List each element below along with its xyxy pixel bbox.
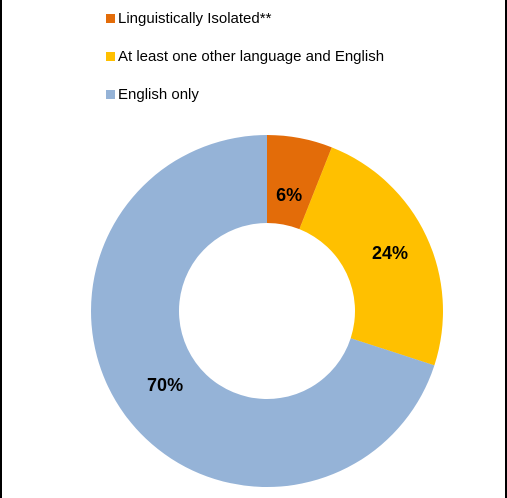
donut-slice-other-language-and-english xyxy=(299,147,443,366)
donut-labels: 6% 24% 70% xyxy=(147,185,408,395)
legend-label-english-only: English only xyxy=(118,86,199,103)
legend-item-other-language-and-english: At least one other language and English xyxy=(106,47,384,66)
legend-item-english-only: English only xyxy=(106,85,384,104)
donut-slice-linguistically-isolated xyxy=(267,135,332,230)
legend-swatch-english-only xyxy=(106,90,115,99)
legend-label-linguistically-isolated: Linguistically Isolated** xyxy=(118,10,272,27)
legend-label-other-language-and-english: At least one other language and English xyxy=(118,48,385,65)
data-label-english-only: 70% xyxy=(147,375,183,395)
legend-swatch-linguistically-isolated xyxy=(106,14,115,23)
data-label-other-language-and-english: 24% xyxy=(372,243,408,263)
data-label-linguistically-isolated: 6% xyxy=(276,185,302,205)
donut-slices xyxy=(91,135,443,487)
chart-legend: Linguistically Isolated** At least one o… xyxy=(106,9,384,123)
donut-slice-english-only xyxy=(91,135,435,487)
legend-item-linguistically-isolated: Linguistically Isolated** xyxy=(106,9,384,28)
legend-swatch-other-language-and-english xyxy=(106,52,115,61)
